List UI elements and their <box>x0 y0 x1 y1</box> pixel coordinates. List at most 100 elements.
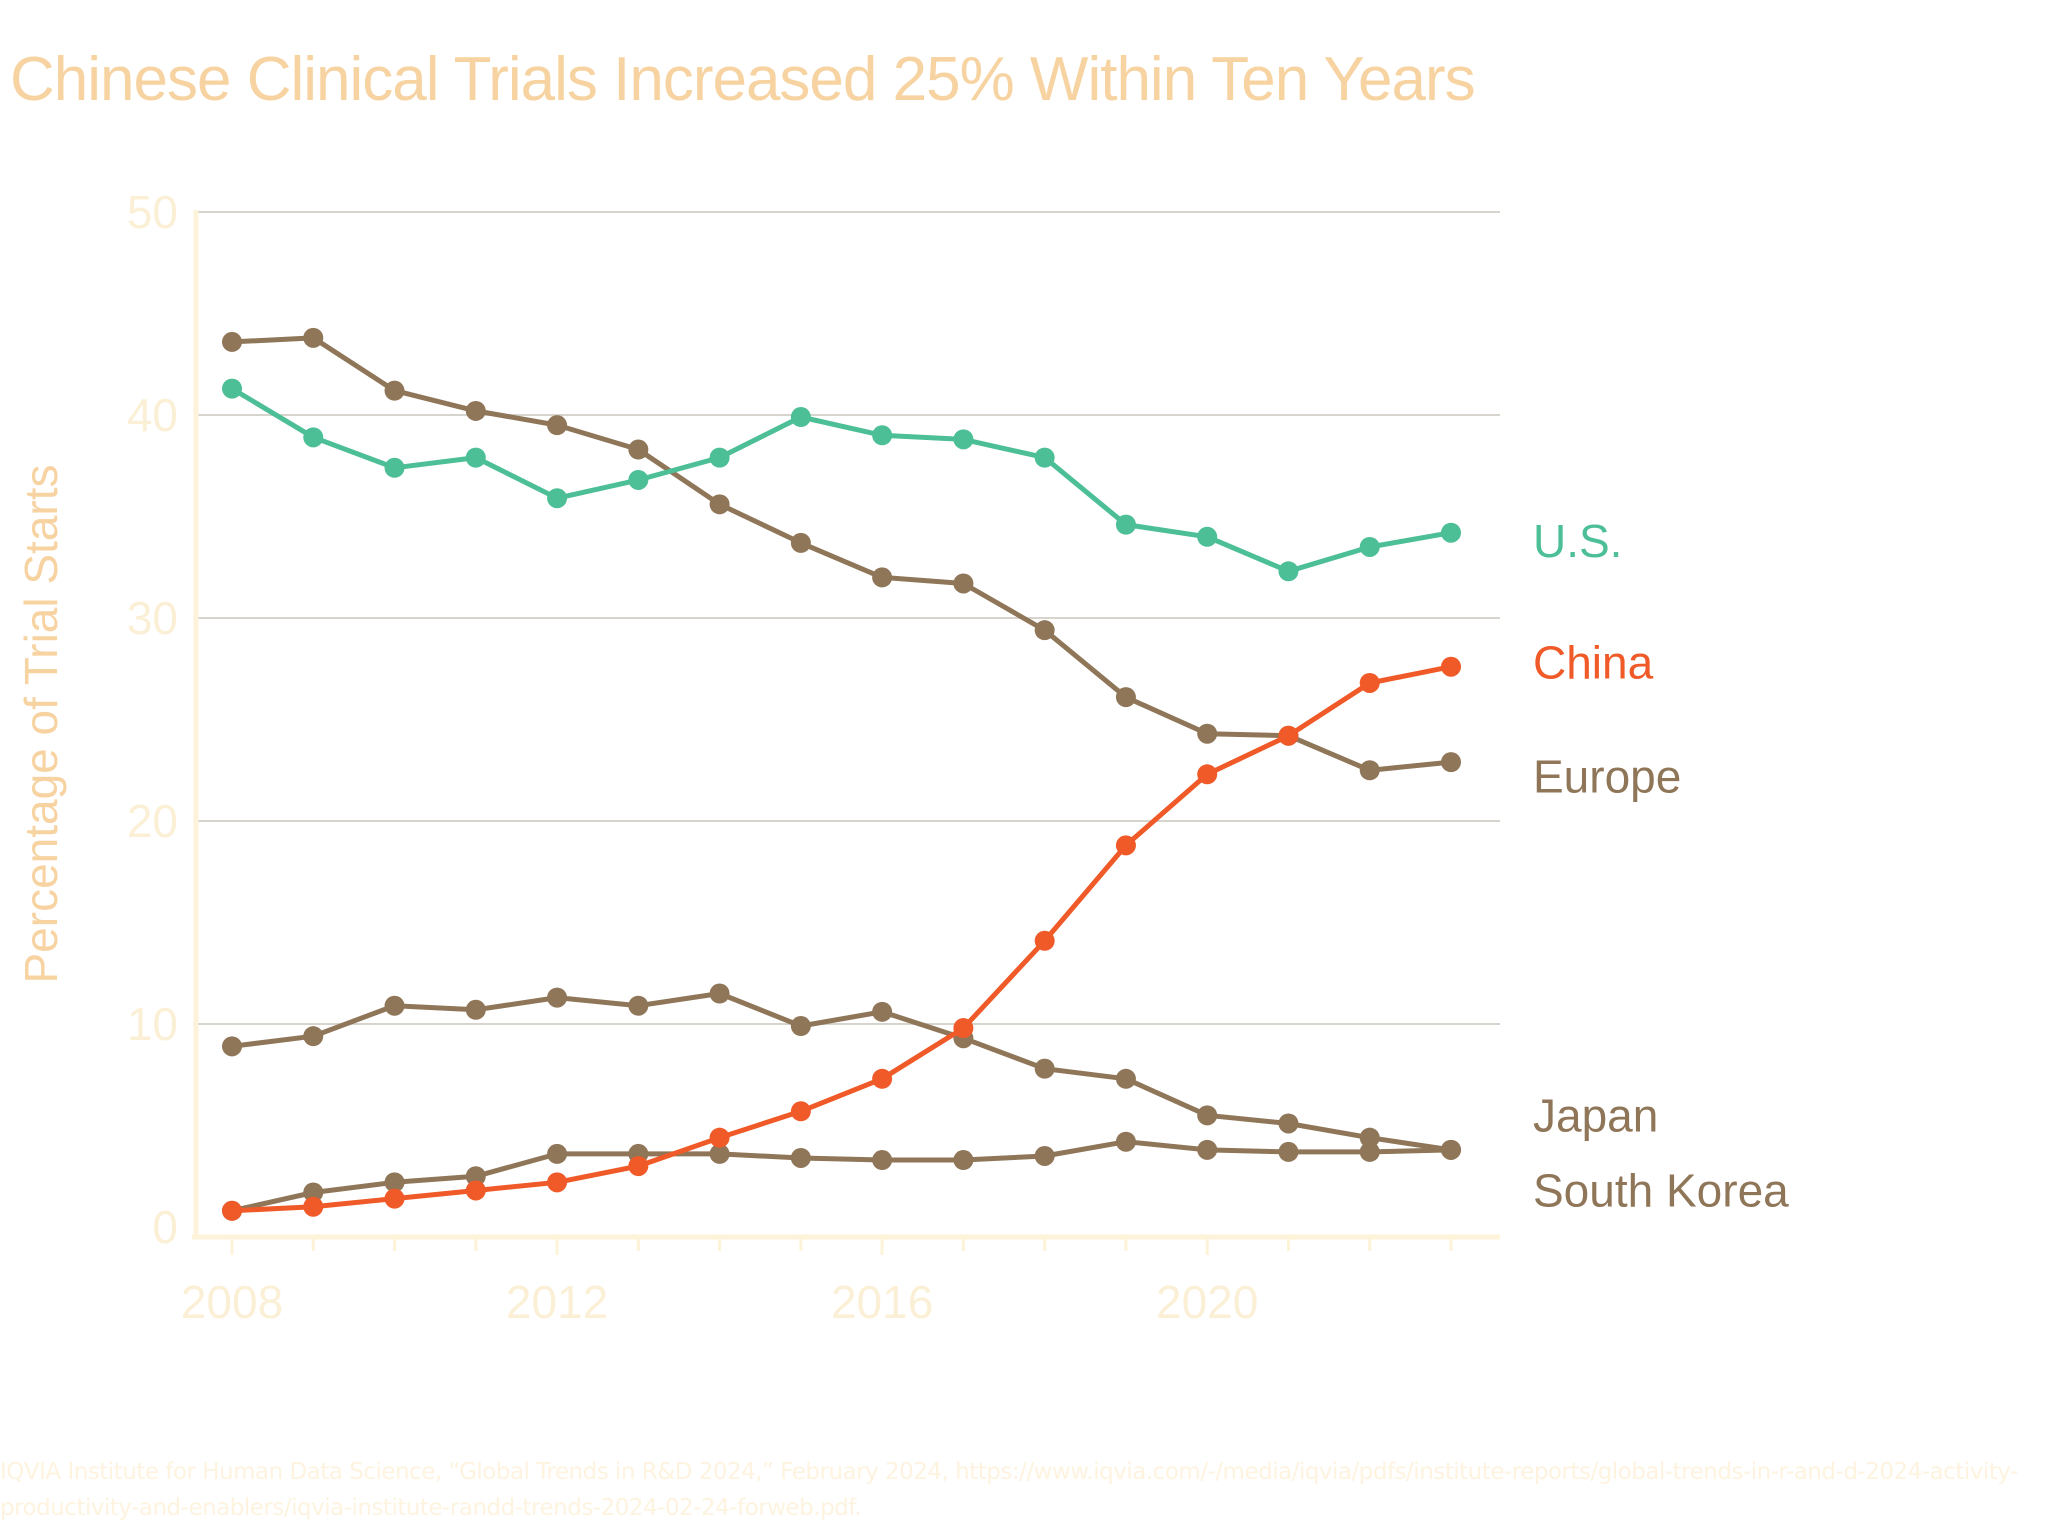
data-point <box>547 415 568 436</box>
data-point <box>303 1196 324 1217</box>
data-point <box>1115 687 1136 708</box>
data-point <box>1034 620 1055 641</box>
data-point <box>953 573 974 594</box>
data-point <box>790 1101 811 1122</box>
y-tick-label: 10 <box>127 998 178 1050</box>
data-point <box>790 532 811 553</box>
y-tick-label: 20 <box>127 795 178 847</box>
series-china <box>222 656 1461 1221</box>
data-point <box>465 999 486 1020</box>
data-point <box>709 983 730 1004</box>
data-point <box>384 995 405 1016</box>
data-point <box>709 447 730 468</box>
data-point <box>1197 764 1218 785</box>
x-tick-label: 2008 <box>181 1276 283 1328</box>
series-label: China <box>1533 637 1654 689</box>
data-point <box>1278 561 1299 582</box>
data-point <box>303 427 324 448</box>
series-line <box>231 991 1452 1153</box>
data-point <box>384 457 405 478</box>
data-point <box>1359 672 1380 693</box>
y-tick-label: 40 <box>127 389 178 441</box>
x-tick-label: 2016 <box>831 1276 933 1328</box>
data-point <box>1115 1068 1136 1089</box>
data-point <box>790 1016 811 1037</box>
data-point <box>953 1150 974 1171</box>
data-point <box>1441 522 1461 543</box>
data-point <box>547 987 568 1008</box>
source-note: IQVIA Institute for Human Data Science, … <box>0 1459 2018 1521</box>
data-point <box>872 425 893 446</box>
series-line <box>230 386 1452 574</box>
y-axis-label: Percentage of Trial Starts <box>15 464 67 983</box>
data-point <box>1197 723 1218 744</box>
data-point <box>709 1127 730 1148</box>
y-tick-label: 0 <box>152 1201 178 1253</box>
data-point <box>1034 447 1055 468</box>
data-point <box>1115 514 1136 535</box>
data-point <box>872 1068 893 1089</box>
data-point <box>1359 760 1380 781</box>
y-tick-labels: 0 10 20 30 40 50 <box>127 186 178 1253</box>
data-point <box>872 1150 893 1171</box>
data-point <box>1197 1105 1218 1126</box>
y-tick-label: 30 <box>127 592 178 644</box>
data-point <box>1359 1127 1380 1148</box>
data-point <box>1278 725 1299 746</box>
series-europe <box>222 327 1461 781</box>
data-point <box>1197 526 1218 547</box>
series-south-korea <box>222 1131 1461 1221</box>
data-point <box>1115 835 1136 856</box>
data-point <box>1359 1141 1380 1162</box>
data-point <box>628 1156 649 1177</box>
data-point <box>1278 1113 1299 1134</box>
data-point <box>1115 1131 1136 1152</box>
data-point <box>872 1001 893 1022</box>
chart-title: Chinese Clinical Trials Increased 25% Wi… <box>10 45 1476 114</box>
series-u-s- <box>222 378 1461 582</box>
data-point <box>547 488 568 509</box>
series-lines <box>222 327 1461 1221</box>
data-point <box>1441 656 1461 677</box>
data-point <box>222 378 242 399</box>
series-label: U.S. <box>1533 515 1622 567</box>
data-point <box>1441 752 1461 773</box>
data-point <box>384 1188 405 1209</box>
data-point <box>384 1172 405 1193</box>
data-point <box>384 380 405 401</box>
data-point <box>222 1200 242 1221</box>
data-point <box>1441 1139 1461 1160</box>
series-labels: U.S. China Europe Japan South Korea <box>1533 515 1789 1217</box>
data-point <box>303 327 324 348</box>
data-point <box>222 1036 242 1057</box>
x-tick-label: 2012 <box>506 1276 608 1328</box>
data-point <box>222 331 242 352</box>
data-point <box>1034 1058 1055 1079</box>
data-point <box>790 1147 811 1168</box>
data-point <box>953 429 974 450</box>
data-point <box>465 1166 486 1187</box>
data-point <box>790 407 811 428</box>
gridlines <box>196 211 1500 1025</box>
data-point <box>1359 536 1380 557</box>
data-point <box>709 1143 730 1164</box>
series-line <box>231 1139 1452 1214</box>
data-point <box>628 439 649 460</box>
data-point <box>709 494 730 515</box>
data-point <box>303 1182 324 1203</box>
data-point <box>953 1018 974 1039</box>
axes <box>192 210 1500 1255</box>
x-tick-labels: 2008 2012 2016 2020 <box>181 1276 1259 1328</box>
series-label: Japan <box>1533 1089 1658 1141</box>
data-point <box>465 447 486 468</box>
data-point <box>465 400 486 421</box>
data-point <box>547 1172 568 1193</box>
data-point <box>465 1180 486 1201</box>
series-label: South Korea <box>1533 1164 1789 1216</box>
data-point <box>628 995 649 1016</box>
series-line <box>231 664 1452 1214</box>
x-tick-label: 2020 <box>1156 1276 1258 1328</box>
data-point <box>1034 930 1055 951</box>
data-point <box>1034 1145 1055 1166</box>
series-label: Europe <box>1533 750 1681 802</box>
